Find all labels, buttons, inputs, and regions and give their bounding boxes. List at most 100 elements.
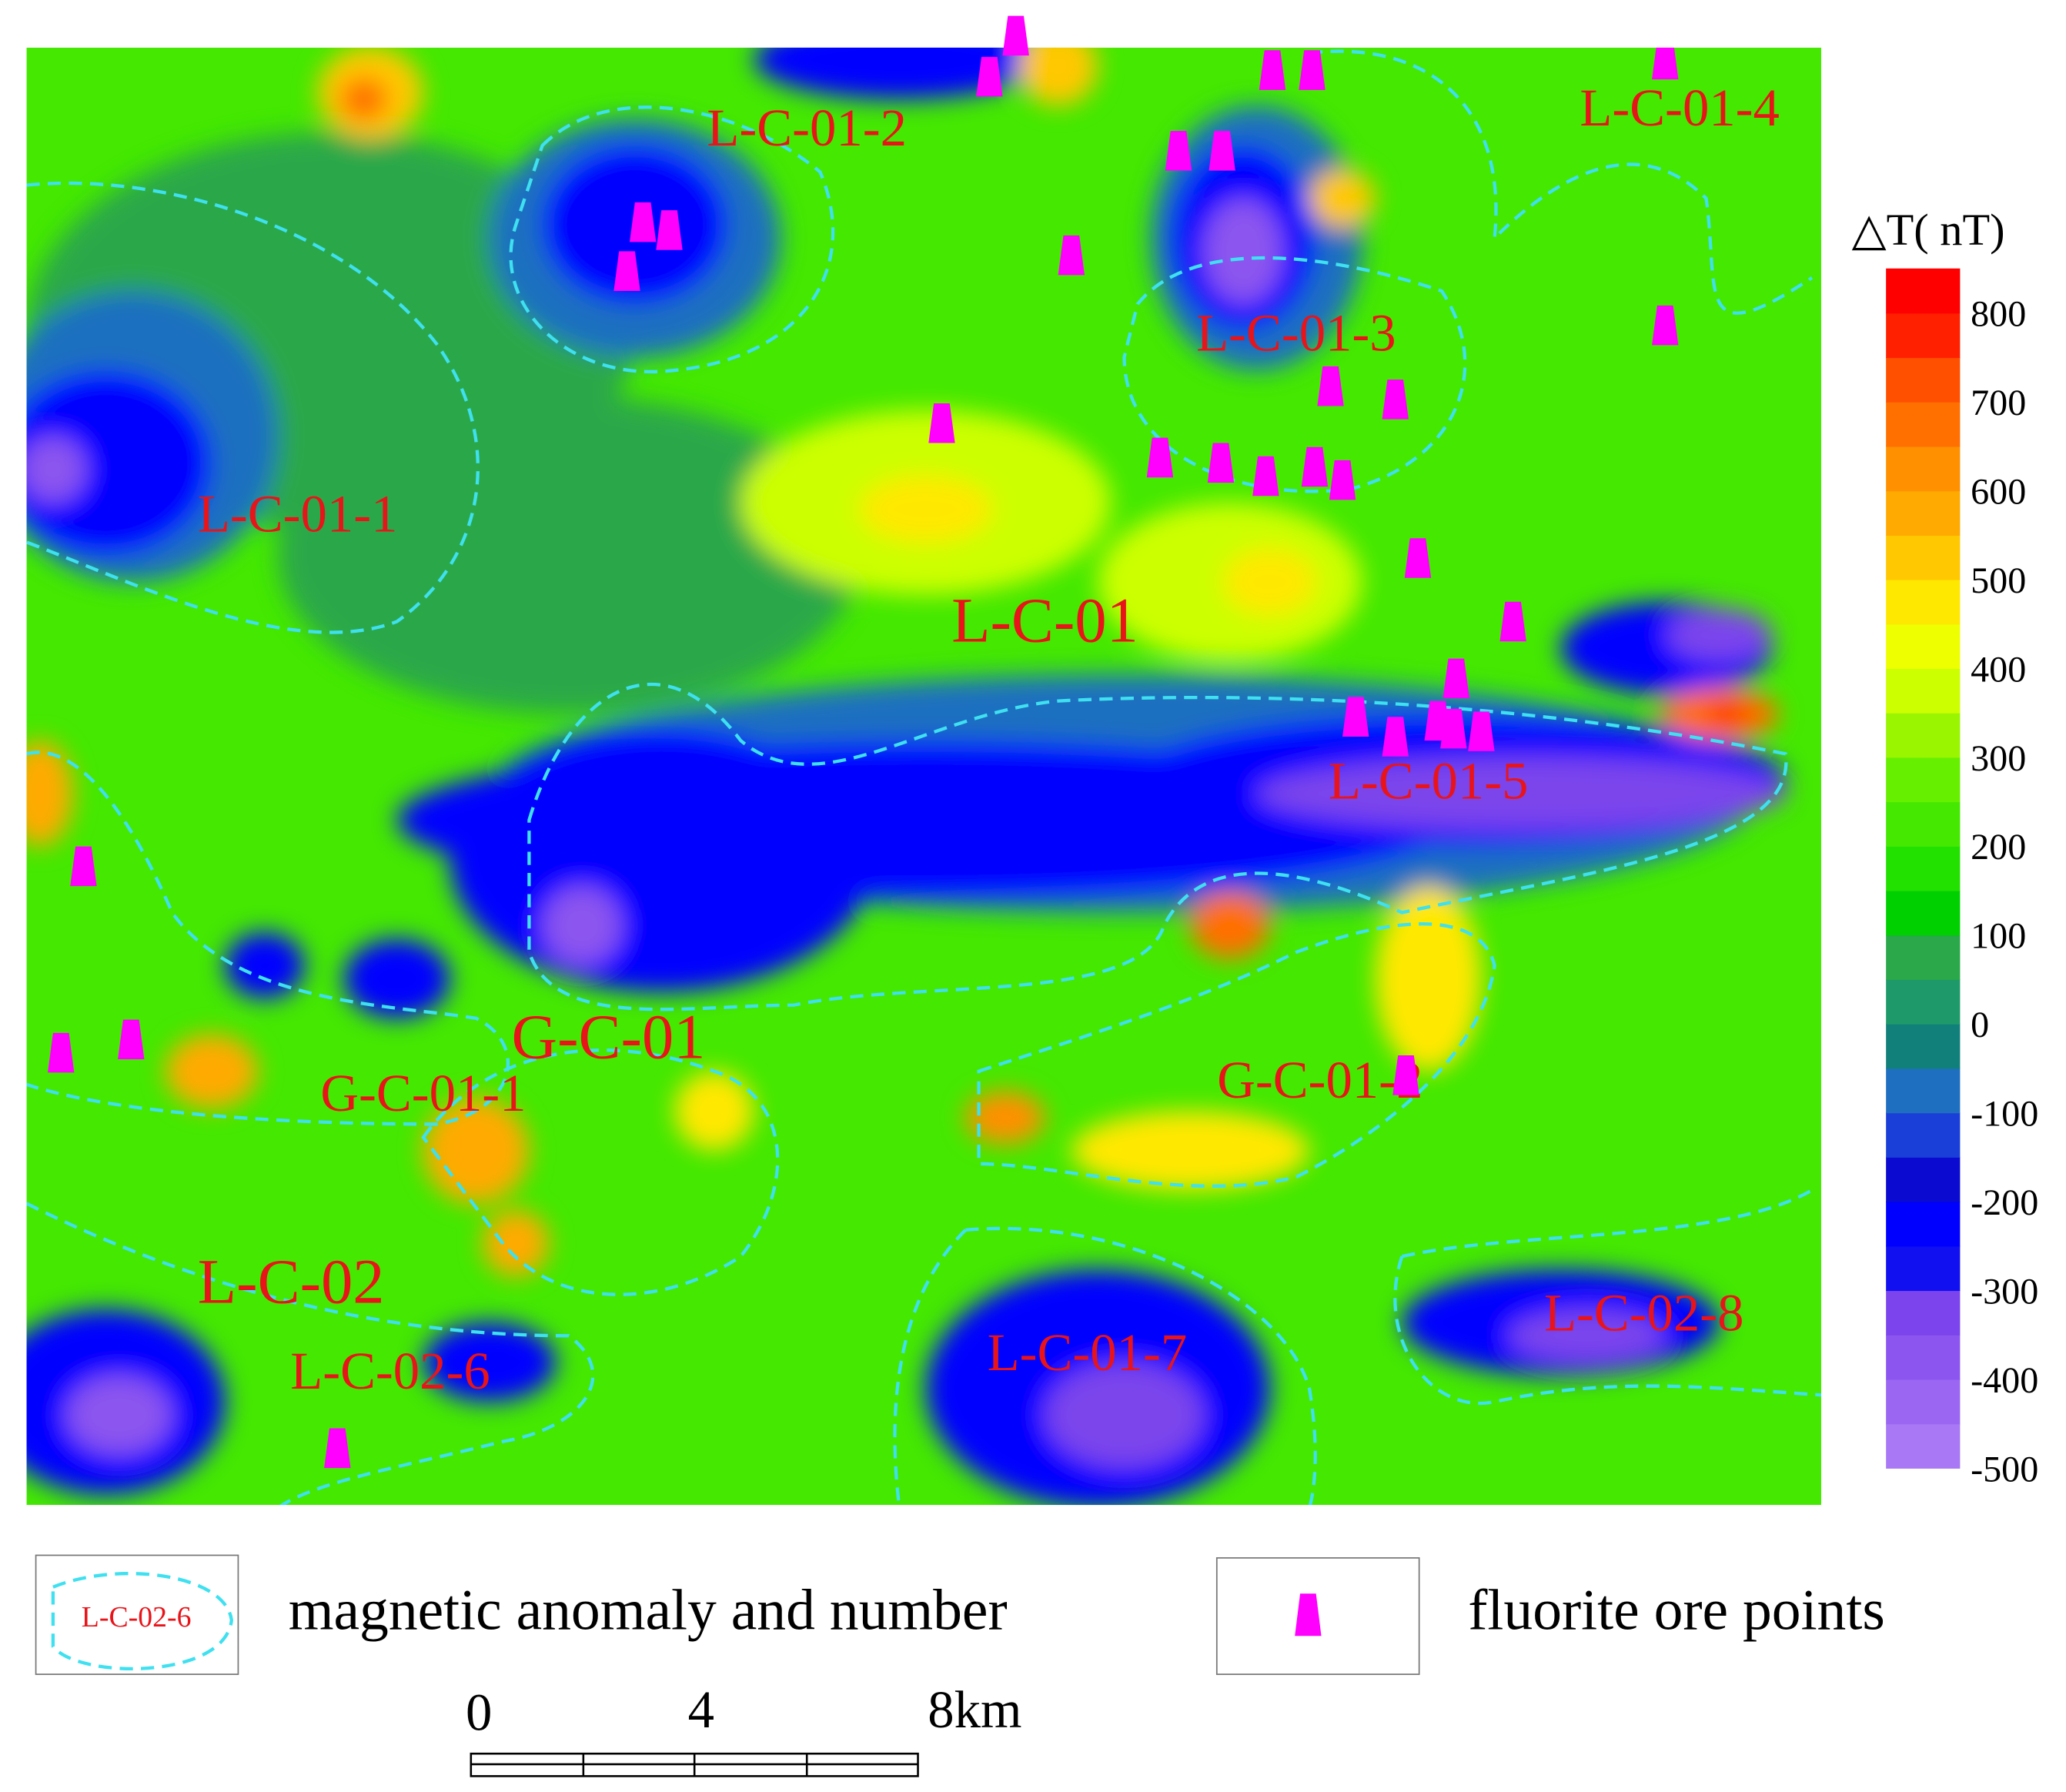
ore-point xyxy=(1440,708,1467,749)
ore-point xyxy=(1382,717,1409,757)
field-patch xyxy=(423,1098,530,1204)
ore-points-edge xyxy=(1002,15,1029,56)
field-patch xyxy=(423,1322,556,1403)
field-patch xyxy=(859,476,992,543)
colorbar-tick-label: 700 xyxy=(1971,383,2026,423)
ore-point xyxy=(613,251,640,291)
field-patch xyxy=(965,1091,1045,1145)
ore-point xyxy=(48,1032,75,1073)
field-patch xyxy=(26,370,212,556)
field-patch xyxy=(1375,886,1482,1072)
colorbar-band xyxy=(1886,1245,1961,1292)
colorbar-band xyxy=(1886,1112,1961,1158)
field-patch xyxy=(1309,169,1376,228)
ore-point xyxy=(1382,379,1409,420)
colorbar-band xyxy=(1886,401,1961,447)
colorbar-tick-label: 800 xyxy=(1971,294,2026,335)
colorbar-tick-label: -500 xyxy=(1971,1449,2038,1489)
ore-point xyxy=(324,1428,351,1469)
colorbar-band xyxy=(1886,1379,1961,1425)
colorbar-band xyxy=(1886,712,1961,758)
anomaly-labels: L-C-01-2 L-C-01-4 L-C-01-3 L-C-01-1 L-C-01 L-… xyxy=(198,79,1780,1400)
colorbar-tick-label: -100 xyxy=(1971,1094,2038,1135)
colorbar-title: △T( nT) xyxy=(1852,205,2005,255)
ore-point xyxy=(1317,366,1344,406)
ore-point xyxy=(1165,131,1192,171)
ore-point xyxy=(1299,50,1326,90)
field-patch xyxy=(1018,47,1098,106)
legend-sample: L-C-02-6 xyxy=(82,1601,192,1633)
colorbar-band xyxy=(1886,1157,1961,1202)
ore-point xyxy=(1404,538,1432,578)
colorbar-band xyxy=(1886,890,1961,936)
colorbar-band xyxy=(1886,535,1961,580)
anomaly-label: L-C-01-5 xyxy=(1329,752,1529,811)
field-patch xyxy=(343,938,450,1018)
ore-point xyxy=(1392,1055,1419,1095)
anomaly-label: G-C-01-2 xyxy=(1217,1051,1422,1109)
anomaly-label: L-C-02 xyxy=(198,1246,385,1316)
field-patch xyxy=(1666,608,1773,662)
anomaly-label: L-C-02-6 xyxy=(290,1342,490,1400)
colorbar-tick-label: 0 xyxy=(1971,1005,1989,1045)
ore-point xyxy=(1652,47,1679,80)
ore-point xyxy=(1002,15,1029,56)
scale-label: 8km xyxy=(928,1680,1021,1739)
field-patch xyxy=(26,741,73,847)
colorbar-band xyxy=(1886,446,1961,492)
field-patch xyxy=(450,727,874,992)
magnetic-map: L-C-01-2 L-C-01-4 L-C-01-3 L-C-01-1 L-C-01 L-… xyxy=(26,47,1821,1506)
field-patch xyxy=(483,1210,550,1276)
ore-point xyxy=(1209,131,1235,171)
colorbar-band xyxy=(1886,268,1961,314)
ore-point xyxy=(1058,235,1085,276)
colorbar-band xyxy=(1886,1423,1961,1469)
field-patch xyxy=(165,1034,259,1108)
ore-point xyxy=(1301,446,1329,487)
anomaly-label: L-C-01-3 xyxy=(1196,303,1396,362)
ore-point xyxy=(1468,711,1495,751)
colorbar-band xyxy=(1886,801,1961,847)
field-patch xyxy=(1190,892,1270,959)
colorbar: 800 700 600 500 400 300 200 100 0 -100 -200 -300 -40… xyxy=(1886,268,2038,1489)
anomaly-outlines xyxy=(26,49,1821,1506)
legend-ore: fluorite ore points xyxy=(1468,1579,1885,1643)
field-patch xyxy=(1223,549,1316,615)
field-patch xyxy=(339,78,388,121)
ore-point xyxy=(1443,658,1469,699)
field-patch xyxy=(26,436,86,503)
colorbar-band xyxy=(1886,313,1961,359)
ore-point xyxy=(1329,460,1356,500)
scale-bar xyxy=(470,1752,919,1777)
colorbar-band xyxy=(1886,668,1961,714)
legend-outline xyxy=(51,1572,234,1670)
field-patch xyxy=(1045,1362,1204,1469)
field-patch xyxy=(674,1071,754,1151)
colorbar-tick-label: 200 xyxy=(1971,827,2026,868)
colorbar-tick-label: 100 xyxy=(1971,916,2026,957)
ore-point xyxy=(1207,443,1235,483)
colorbar-band xyxy=(1886,934,1961,981)
colorbar-band xyxy=(1886,624,1961,670)
field-patch xyxy=(542,886,622,966)
field-patch xyxy=(1203,198,1283,305)
colorbar-band xyxy=(1886,979,1961,1025)
ore-point xyxy=(70,846,97,887)
colorbar-tick-label: 600 xyxy=(1971,472,2026,513)
colorbar-band xyxy=(1886,1201,1961,1247)
colorbar-band xyxy=(1886,579,1961,625)
anomaly-label: G-C-01 xyxy=(512,1001,706,1072)
colorbar-tick-label: 400 xyxy=(1971,649,2026,690)
colorbar-band xyxy=(1886,757,1961,803)
colorbar-band xyxy=(1886,357,1961,403)
colorbar-band xyxy=(1886,1023,1961,1069)
colorbar-tick-label: 300 xyxy=(1971,738,2026,779)
ore-point xyxy=(118,1019,145,1060)
ore-point xyxy=(1499,601,1526,642)
colorbar-tick-label: -300 xyxy=(1971,1271,2038,1312)
field-patch xyxy=(225,932,305,999)
anomaly-label: L-C-01-2 xyxy=(707,99,907,157)
legend-ore-icon xyxy=(1295,1593,1322,1637)
